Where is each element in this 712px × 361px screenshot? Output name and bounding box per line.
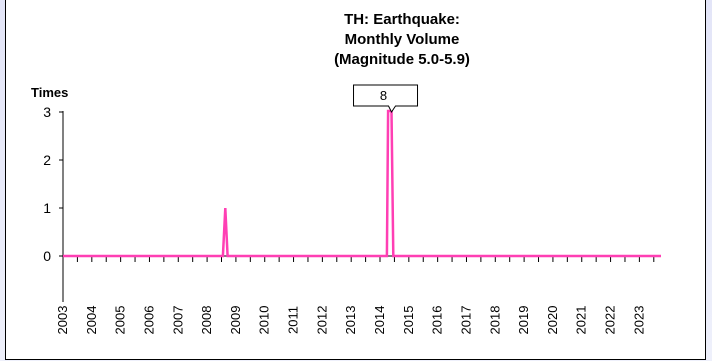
x-tick-label: 2008 bbox=[199, 306, 214, 335]
x-tick-label: 2013 bbox=[343, 306, 358, 335]
earthquake-volume-chart: TH: Earthquake: Monthly Volume (Magnitud… bbox=[31, 11, 661, 335]
y-tick-label: 0 bbox=[43, 248, 51, 264]
x-tick-label: 2004 bbox=[84, 306, 99, 335]
x-tick-label: 2007 bbox=[170, 306, 185, 335]
chart-title-line-2: Monthly Volume bbox=[345, 31, 460, 48]
y-tick-label: 3 bbox=[43, 104, 51, 120]
x-tick-label: 2003 bbox=[55, 306, 70, 335]
x-tick-label: 2014 bbox=[372, 306, 387, 335]
series-line bbox=[63, 109, 661, 258]
x-tick-label: 2016 bbox=[430, 306, 445, 335]
x-tick-label: 2020 bbox=[545, 306, 560, 335]
x-tick-label: 2010 bbox=[257, 306, 272, 335]
y-tick-label: 1 bbox=[43, 200, 51, 216]
x-tick-label: 2018 bbox=[487, 306, 502, 335]
x-tick-label: 2011 bbox=[286, 306, 301, 334]
annotation-callout-box bbox=[353, 84, 419, 113]
x-tick-label: 2009 bbox=[228, 306, 243, 335]
x-tick-label: 2012 bbox=[314, 306, 329, 335]
y-tick-label: 2 bbox=[43, 152, 51, 168]
x-tick-label: 2006 bbox=[141, 306, 156, 335]
x-tick-label: 2005 bbox=[113, 306, 128, 335]
chart-area: TH: Earthquake: Monthly Volume (Magnitud… bbox=[5, 0, 706, 360]
x-tick-label: 2022 bbox=[603, 306, 618, 335]
x-tick-label: 2017 bbox=[458, 306, 473, 335]
chart-title-line-1: TH: Earthquake: bbox=[344, 11, 460, 28]
annotation-label: 8 bbox=[380, 88, 387, 103]
x-tick-label: 2021 bbox=[574, 306, 589, 335]
x-tick-label: 2019 bbox=[516, 306, 531, 335]
chart-title-line-3: (Magnitude 5.0-5.9) bbox=[334, 51, 470, 68]
y-axis-label: Times bbox=[31, 85, 68, 100]
x-tick-label: 2015 bbox=[401, 306, 416, 335]
x-tick-label: 2023 bbox=[631, 306, 646, 335]
